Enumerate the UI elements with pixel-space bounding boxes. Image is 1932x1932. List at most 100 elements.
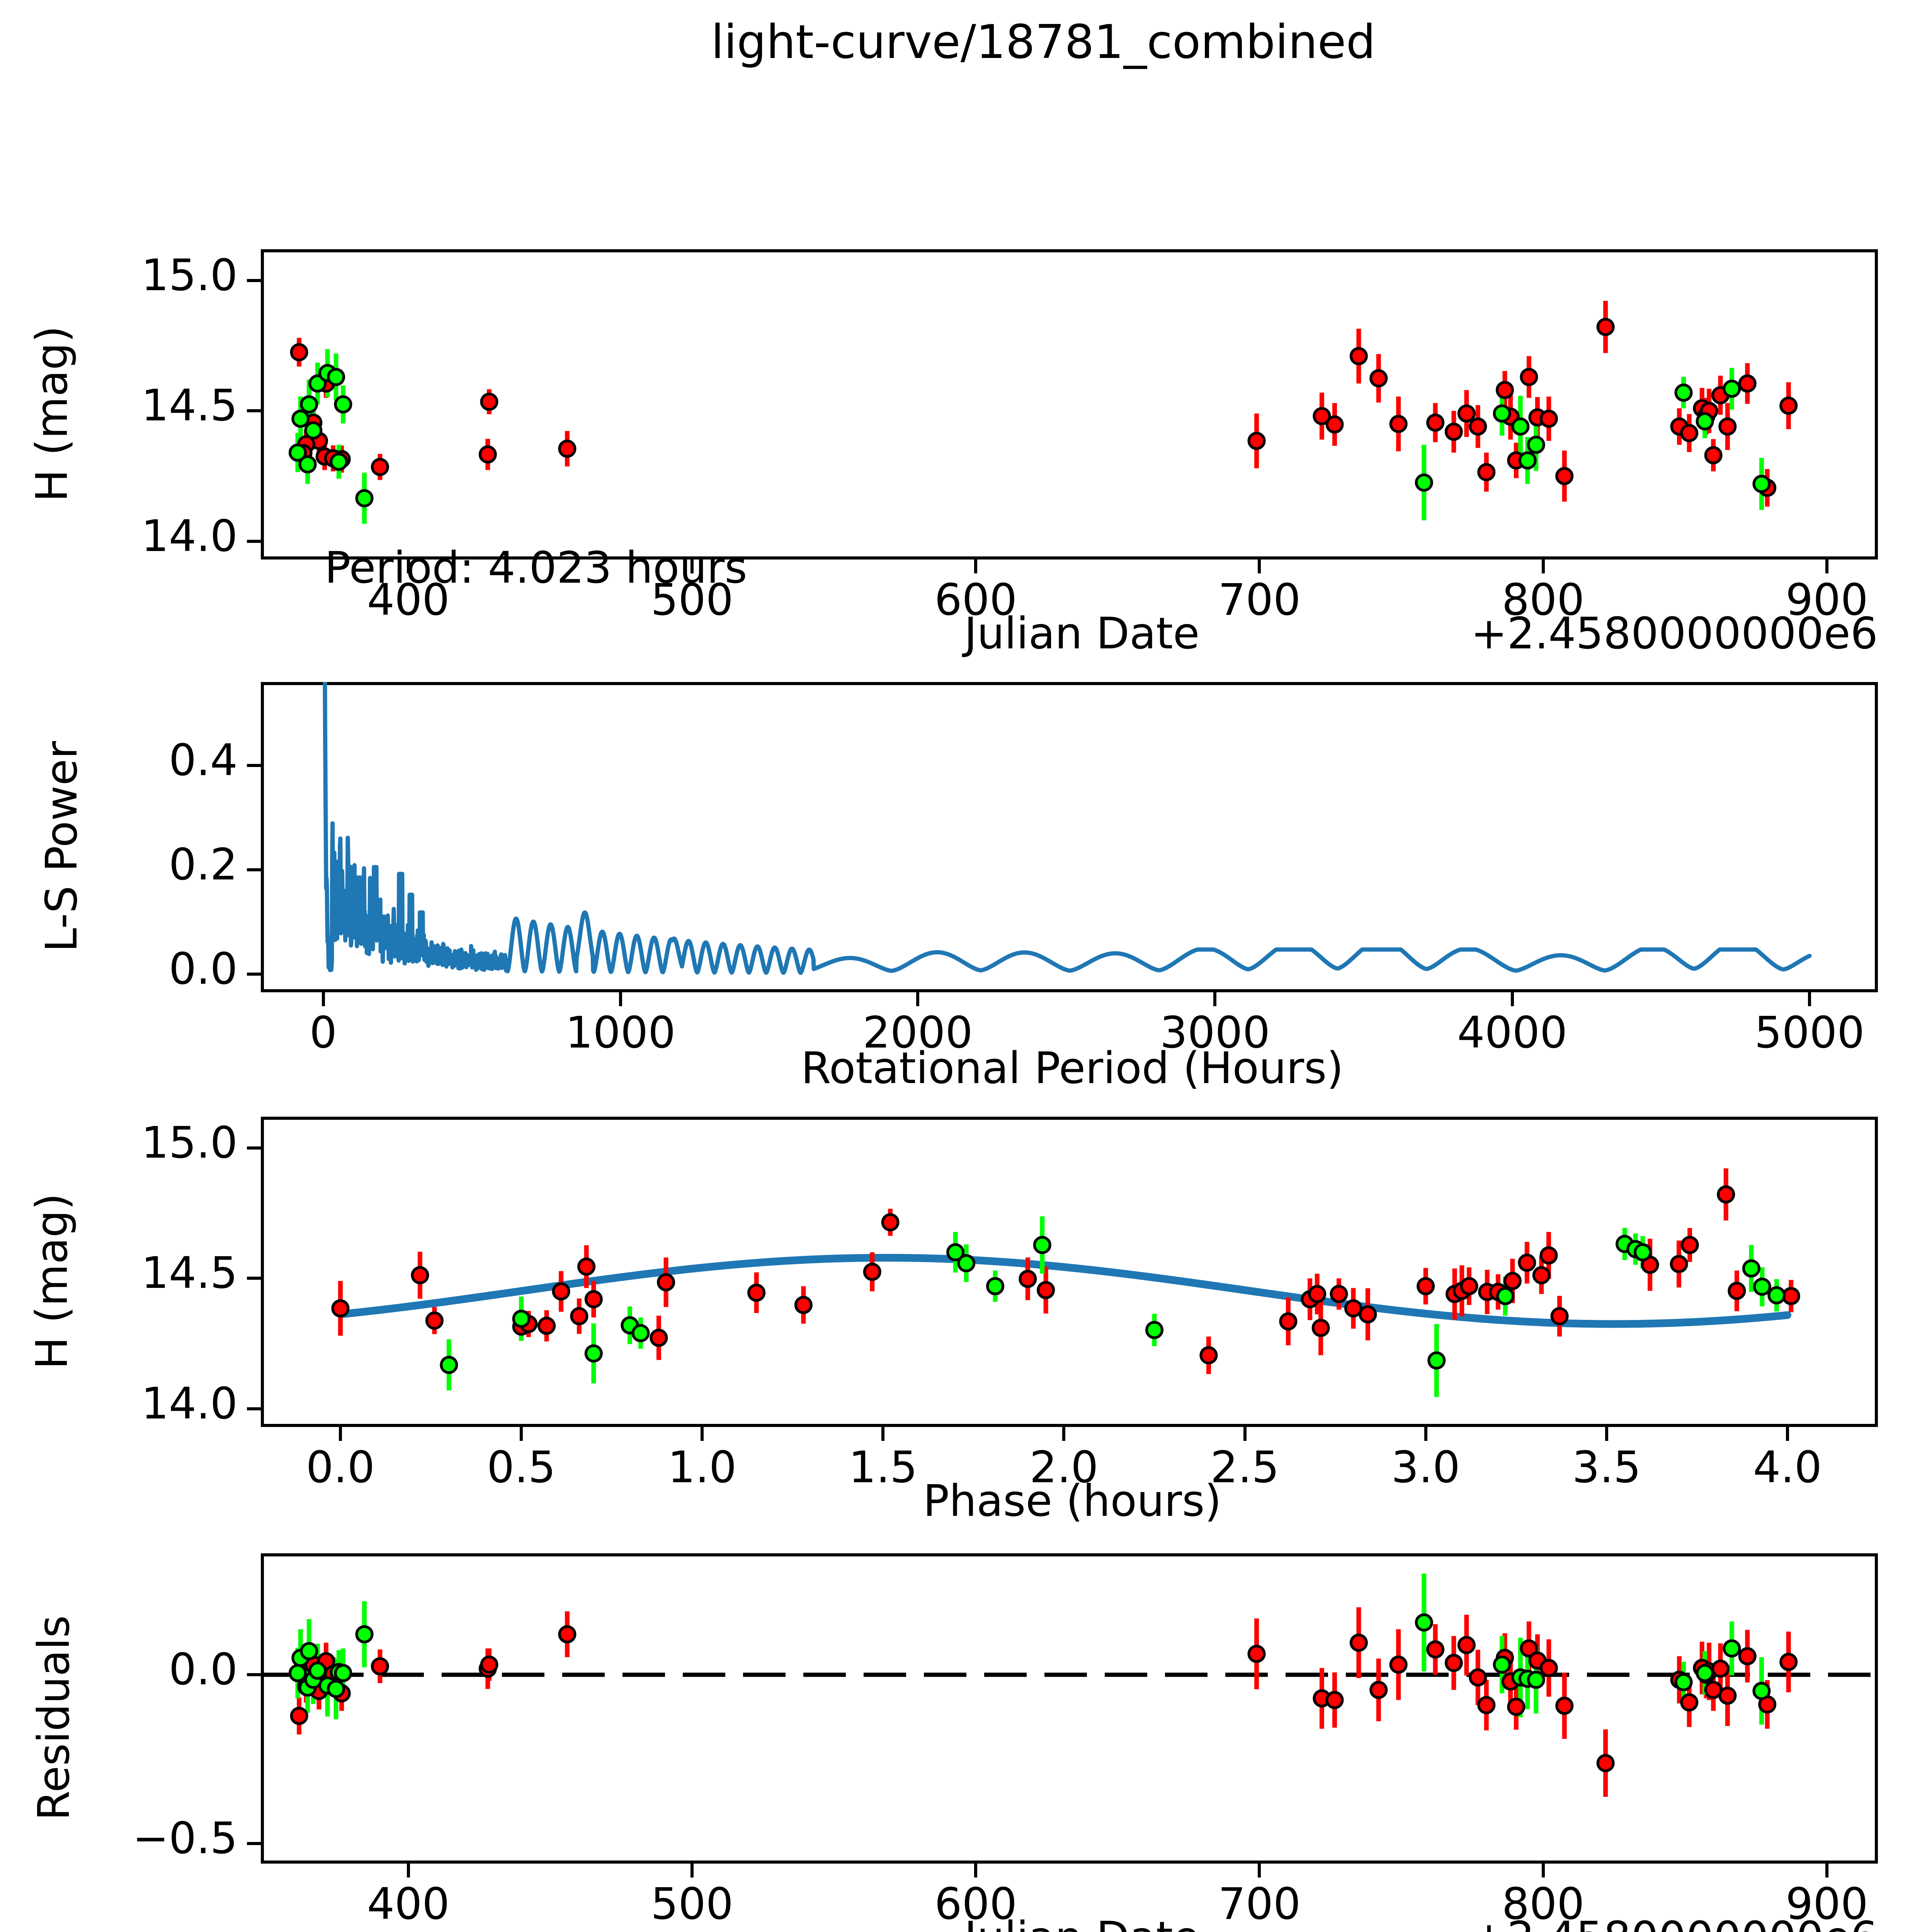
y-tick-mark: [247, 279, 261, 282]
panel4-xlabel: Julian Date: [657, 1913, 1507, 1932]
data-point-marker: [1019, 1270, 1037, 1288]
data-point-marker: [1426, 1640, 1445, 1659]
data-point-marker: [1680, 1236, 1699, 1254]
data-point-marker: [1247, 1645, 1266, 1663]
data-point-marker: [1723, 1639, 1741, 1658]
data-point-marker: [290, 343, 308, 362]
panel4-x-offset-label: +2.4580000000e6: [1236, 1913, 1878, 1932]
x-tick-mark: [1786, 1427, 1789, 1441]
x-tick-label: 3.5: [1572, 1442, 1641, 1493]
data-point-marker: [1308, 1285, 1327, 1303]
data-point-marker: [1742, 1259, 1760, 1278]
data-point-marker: [1493, 404, 1511, 423]
data-point-marker: [355, 1625, 374, 1643]
x-tick-mark: [916, 992, 920, 1006]
data-point-marker: [291, 410, 310, 428]
data-point-marker: [300, 395, 318, 413]
data-point-marker: [537, 1316, 556, 1335]
y-tick-label: 14.0: [141, 511, 238, 561]
data-point-marker: [1539, 1659, 1558, 1677]
data-point-marker: [1555, 1697, 1574, 1715]
x-tick-label: 600: [934, 1879, 1017, 1929]
data-point-marker: [584, 1344, 603, 1363]
data-point-marker: [558, 1625, 577, 1643]
data-point-marker: [1313, 407, 1331, 425]
x-tick-mark: [1605, 1427, 1608, 1441]
data-point-marker: [1444, 422, 1463, 441]
data-point-marker: [1325, 415, 1344, 434]
y-tick-label: 15.0: [141, 250, 238, 301]
x-tick-label: 800: [1502, 575, 1585, 625]
x-tick-mark: [690, 1864, 694, 1878]
x-tick-mark: [1825, 1864, 1828, 1878]
data-point-marker: [1417, 1277, 1435, 1296]
x-tick-mark: [701, 1427, 704, 1441]
panel3-frame: [261, 1117, 1878, 1427]
data-point-marker: [1477, 463, 1496, 481]
x-tick-label: 4.0: [1753, 1442, 1822, 1493]
x-tick-mark: [338, 1427, 342, 1441]
y-tick-label: 14.5: [141, 381, 238, 431]
x-tick-mark: [321, 992, 325, 1006]
x-tick-mark: [1424, 1427, 1427, 1441]
data-point-marker: [512, 1310, 531, 1328]
data-point-marker: [1696, 412, 1714, 430]
data-point-marker: [1325, 1691, 1344, 1709]
data-point-marker: [411, 1266, 429, 1284]
y-tick-label: 14.0: [141, 1378, 238, 1429]
ls-power-curve: [323, 682, 1812, 975]
x-tick-label: 400: [367, 575, 450, 625]
data-point-marker: [480, 393, 498, 411]
y-tick-label: 14.5: [141, 1248, 238, 1299]
data-point-marker: [1507, 1697, 1526, 1716]
data-point-marker: [298, 455, 317, 474]
x-tick-mark: [974, 560, 978, 573]
data-point-marker: [1460, 1277, 1478, 1296]
x-tick-label: 500: [651, 1879, 733, 1929]
data-point-marker: [657, 1273, 675, 1291]
data-point-marker: [288, 1664, 307, 1682]
x-tick-label: 700: [1218, 575, 1301, 625]
x-tick-mark: [406, 1864, 410, 1878]
data-point-marker: [1717, 1185, 1735, 1204]
data-point-marker: [650, 1328, 668, 1347]
data-point-marker: [300, 1642, 318, 1660]
data-point-marker: [1369, 1680, 1388, 1699]
data-point-marker: [794, 1296, 813, 1314]
data-point-marker: [1674, 1673, 1693, 1691]
data-point-marker: [1596, 318, 1615, 336]
panel-lomb-scargle-periodogram: [261, 682, 1878, 992]
data-point-marker: [1550, 1307, 1569, 1325]
x-tick-label: 600: [934, 575, 1017, 625]
x-tick-mark: [1258, 560, 1261, 573]
data-point-marker: [334, 395, 352, 413]
data-point-marker: [1033, 1236, 1051, 1254]
data-point-marker: [558, 439, 577, 458]
data-point-marker: [747, 1283, 766, 1302]
data-point-marker: [863, 1263, 881, 1281]
data-point-marker: [327, 368, 345, 386]
data-point-marker: [1493, 1655, 1511, 1674]
data-point-marker: [1457, 404, 1476, 423]
panel4-ylabel: Residuals: [29, 1615, 79, 1821]
data-point-marker: [1415, 473, 1433, 492]
x-tick-label: 0: [309, 1008, 337, 1058]
x-tick-label: 1000: [565, 1008, 676, 1058]
x-tick-label: 900: [1785, 1879, 1868, 1929]
x-tick-label: 800: [1502, 1879, 1585, 1929]
figure-title: light-curve/18781_combined: [711, 15, 1376, 69]
data-point-marker: [1518, 451, 1537, 470]
panel1-xlabel: Julian Date: [964, 609, 1200, 659]
data-point-marker: [1674, 383, 1693, 402]
data-point-marker: [584, 1290, 603, 1308]
data-point-marker: [1539, 1246, 1558, 1265]
data-point-marker: [1369, 369, 1388, 388]
y-tick-label: −0.5: [133, 1813, 238, 1864]
x-tick-mark: [974, 1864, 978, 1878]
x-tick-mark: [1825, 560, 1828, 573]
data-point-marker: [552, 1282, 570, 1301]
y-tick-label: 0.0: [168, 1645, 238, 1695]
data-point-marker: [957, 1254, 976, 1272]
data-point-marker: [1782, 1287, 1800, 1305]
